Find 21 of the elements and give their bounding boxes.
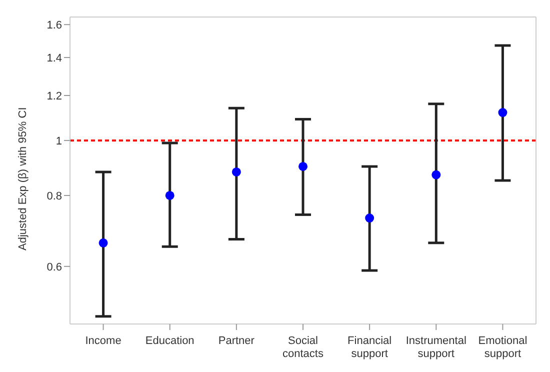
y-tick-label: 1 xyxy=(56,135,62,148)
y-axis-title: Adjusted Exp (β) with 95% CI xyxy=(16,107,29,250)
point xyxy=(298,162,308,171)
x-tick-label: Social contacts xyxy=(282,335,324,360)
y-tick-label: 1.6 xyxy=(46,19,62,32)
point xyxy=(432,170,441,180)
y-tick-label: 1.2 xyxy=(46,90,62,102)
x-tick-label: Financial support xyxy=(348,335,392,360)
x-tick-label: Instrumental support xyxy=(406,335,466,360)
y-tick-label: 0.6 xyxy=(46,261,62,274)
x-tick-label: Partner xyxy=(218,335,255,347)
point xyxy=(232,167,241,176)
y-tick-label: 1.4 xyxy=(46,52,62,64)
x-tick-label: Income xyxy=(85,335,122,347)
point xyxy=(98,238,108,248)
point xyxy=(498,108,508,118)
point xyxy=(365,214,374,223)
x-tick-label: Emotional support xyxy=(478,335,528,360)
y-tick-label: 0.8 xyxy=(46,190,62,202)
x-tick-label: Education xyxy=(145,335,194,347)
point xyxy=(165,190,174,200)
